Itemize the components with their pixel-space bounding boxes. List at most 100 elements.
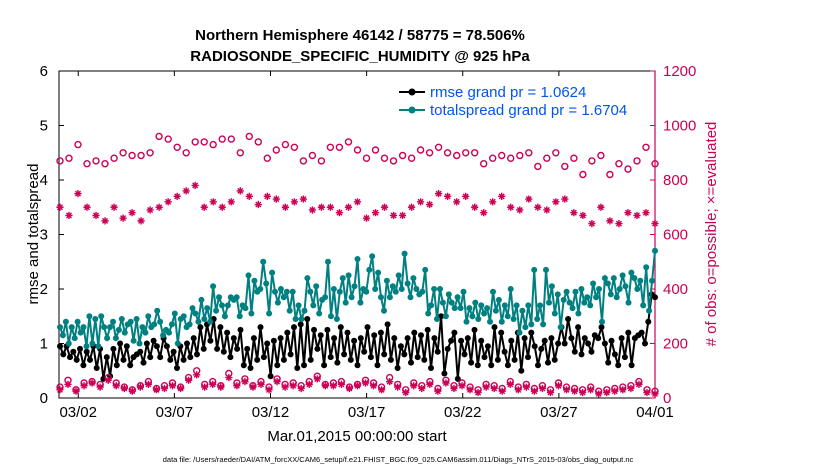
totalspread-point: [166, 329, 172, 336]
obs-evaluated-marker: [619, 386, 627, 394]
obs-possible-marker: [281, 140, 290, 149]
rmse-point: [371, 332, 378, 339]
rmse-point: [451, 329, 458, 336]
rmse-point: [294, 365, 301, 371]
totalspread-point: [198, 296, 205, 303]
totalspread-point: [74, 318, 81, 325]
totalspread-point: [434, 316, 440, 322]
obs-possible-marker: [353, 146, 362, 154]
totalspread-point: [295, 302, 302, 309]
totalspread-point: [475, 316, 482, 322]
obs-possible-marker: [92, 157, 100, 165]
obs-evaluated-marker: [317, 203, 326, 211]
obs-evaluated-marker: [144, 380, 153, 388]
rmse-point: [501, 348, 508, 355]
obs-evaluated-marker: [345, 384, 354, 393]
rmse-point: [568, 335, 575, 342]
obs-possible-marker: [443, 149, 452, 157]
obs-possible-marker: [182, 149, 190, 157]
rmse-point: [652, 294, 658, 301]
obs-possible-marker: [263, 154, 271, 162]
obs-evaluated-marker: [193, 371, 201, 379]
totalspread-point: [472, 299, 479, 306]
totalspread-point: [646, 307, 653, 314]
obs-evaluated-marker: [241, 378, 249, 386]
obs-evaluated-marker: [236, 187, 244, 195]
obs-possible-marker: [425, 149, 434, 157]
obs-possible-marker: [200, 138, 208, 146]
obs-evaluated-marker: [426, 200, 434, 209]
totalspread-point: [57, 324, 63, 331]
obs-evaluated-marker: [176, 384, 185, 393]
obs-evaluated-marker: [561, 195, 569, 203]
totalspread-point: [463, 318, 470, 325]
obs-evaluated-marker: [112, 382, 120, 390]
obs-evaluated-marker: [137, 217, 145, 225]
totalspread-point: [133, 316, 140, 322]
obs-evaluated-marker: [191, 181, 199, 190]
obs-evaluated-marker: [579, 388, 587, 397]
totalspread-point: [548, 283, 555, 290]
totalspread-point: [333, 316, 340, 322]
rmse-point: [234, 345, 241, 352]
rmse-point: [297, 321, 304, 328]
totalspread-point: [154, 307, 161, 314]
rmse-point: [311, 326, 317, 333]
totalspread-point: [631, 275, 638, 282]
totalspread-point: [442, 313, 449, 320]
rmse-point: [224, 329, 231, 336]
obs-evaluated-marker: [80, 382, 88, 390]
obs-evaluated-marker: [92, 211, 100, 220]
rmse-point: [347, 356, 354, 363]
totalspread-point: [466, 305, 473, 312]
obs-evaluated-marker: [74, 190, 82, 198]
totalspread-point: [136, 340, 143, 347]
totalspread-point: [248, 310, 255, 317]
totalspread-point: [389, 283, 396, 290]
totalspread-point: [584, 294, 591, 301]
rmse-point: [277, 335, 284, 342]
y-right-tick-label: 200: [663, 336, 688, 353]
totalspread-point: [469, 313, 476, 320]
totalspread-point: [298, 316, 305, 322]
totalspread-point: [68, 324, 75, 331]
rmse-point: [150, 337, 157, 344]
totalspread-point: [454, 294, 461, 301]
totalspread-point: [80, 324, 87, 331]
totalspread-point: [652, 247, 658, 254]
totalspread-point: [354, 256, 361, 262]
obs-evaluated-marker: [344, 203, 353, 211]
x-tick-label: 03/07: [156, 404, 194, 421]
totalspread-point: [98, 313, 105, 320]
totalspread-point: [510, 316, 517, 322]
obs-evaluated-marker: [254, 200, 262, 209]
totalspread-point: [495, 296, 502, 303]
totalspread-point: [587, 302, 594, 309]
rmse-point: [404, 335, 411, 342]
totalspread-point: [151, 321, 158, 328]
rmse-point: [73, 356, 80, 363]
rmse-point: [250, 335, 257, 342]
obs-evaluated-marker: [249, 383, 257, 391]
rmse-point: [301, 362, 307, 369]
rmse-point: [471, 326, 478, 333]
rmse-point: [357, 335, 364, 342]
obs-possible-marker: [407, 154, 416, 162]
obs-possible-marker: [335, 143, 344, 152]
rmse-point: [611, 351, 618, 358]
obs-possible-marker: [570, 154, 578, 162]
rmse-point: [180, 356, 187, 363]
obs-evaluated-marker: [595, 390, 603, 398]
obs-possible-markers: [56, 132, 659, 179]
obs-evaluated-marker: [627, 384, 635, 393]
obs-evaluated-marker: [201, 383, 209, 391]
totalspread-point: [507, 286, 514, 292]
rmse-point: [341, 351, 348, 358]
legend-rmse-text: rmse grand pr = 1.0624: [430, 84, 586, 101]
rmse-point: [484, 343, 491, 350]
obs-possible-marker: [561, 162, 569, 171]
totalspread-point: [557, 324, 564, 331]
obs-evaluated-marker: [462, 192, 470, 200]
y-left-tick-label: 6: [40, 63, 48, 80]
totalspread-point: [643, 264, 650, 271]
